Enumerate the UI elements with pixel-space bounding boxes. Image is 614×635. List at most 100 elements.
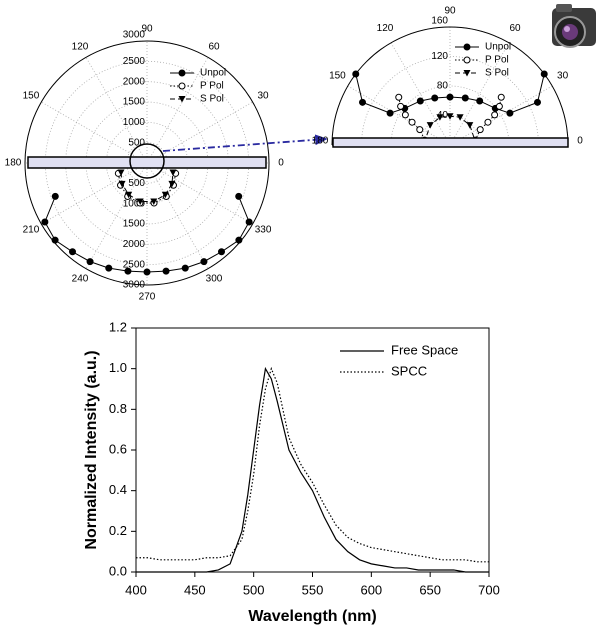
substrate-bar bbox=[27, 156, 267, 169]
r-tick-label: 2500 bbox=[123, 259, 146, 270]
r-tick-label: 2000 bbox=[123, 239, 146, 250]
x-tick-label: 550 bbox=[302, 582, 324, 597]
spoke bbox=[146, 57, 209, 164]
r-tick-label: 1000 bbox=[123, 198, 146, 209]
x-axis-label: Wavelength (nm) bbox=[248, 608, 376, 625]
point bbox=[446, 113, 454, 120]
theta-tick-label: 120 bbox=[377, 23, 394, 34]
theta-tick-label: 330 bbox=[255, 225, 272, 236]
point bbox=[51, 192, 59, 200]
legend-label: Unpol bbox=[485, 42, 511, 53]
spoke bbox=[41, 162, 148, 225]
point bbox=[143, 268, 151, 276]
r-tick-label: 120 bbox=[431, 51, 448, 62]
series-line bbox=[136, 366, 489, 573]
r-tick-label: 3000 bbox=[123, 280, 146, 291]
y-tick-label: 0.6 bbox=[109, 441, 127, 456]
point bbox=[235, 192, 243, 200]
theta-tick-label: 90 bbox=[444, 6, 456, 17]
point bbox=[124, 267, 132, 275]
x-tick-label: 450 bbox=[184, 582, 206, 597]
y-tick-label: 0.4 bbox=[109, 482, 127, 497]
y-axis-label: Normalized Intensity (a.u.) bbox=[83, 350, 100, 549]
spoke bbox=[85, 57, 148, 164]
point bbox=[118, 180, 126, 188]
point bbox=[168, 180, 176, 188]
point bbox=[150, 198, 158, 205]
point bbox=[506, 109, 514, 117]
theta-tick-label: 30 bbox=[557, 71, 569, 82]
zoom-arrow bbox=[162, 134, 328, 152]
x-tick-label: 650 bbox=[419, 582, 441, 597]
spoke bbox=[41, 101, 148, 164]
legend-marker bbox=[178, 69, 186, 77]
legend-label: SPCC bbox=[391, 363, 427, 378]
point bbox=[461, 94, 469, 102]
theta-tick-label: 30 bbox=[257, 91, 269, 102]
point bbox=[533, 98, 541, 106]
point bbox=[436, 114, 444, 121]
point bbox=[169, 169, 177, 176]
point bbox=[416, 97, 424, 105]
r-tick-label: 1500 bbox=[123, 97, 146, 108]
y-tick-label: 1.0 bbox=[109, 360, 127, 375]
r-tick-label: 2500 bbox=[123, 56, 146, 67]
y-tick-label: 0.8 bbox=[109, 401, 127, 416]
legend-marker bbox=[463, 56, 471, 64]
theta-tick-label: 0 bbox=[577, 136, 583, 147]
theta-tick-label: 60 bbox=[509, 23, 521, 34]
y-tick-label: 0.0 bbox=[109, 563, 127, 578]
point bbox=[352, 70, 360, 78]
point bbox=[408, 118, 416, 126]
polar-frame bbox=[331, 26, 569, 146]
spoke bbox=[146, 162, 209, 269]
theta-tick-label: 120 bbox=[72, 42, 89, 53]
theta-tick-label: 150 bbox=[23, 91, 40, 102]
r-tick-label: 3000 bbox=[123, 30, 146, 41]
camera-icon bbox=[552, 4, 596, 48]
point bbox=[495, 102, 503, 110]
r-tick-label: 1000 bbox=[123, 117, 146, 128]
grid-circle bbox=[331, 26, 569, 146]
r-tick-label: 160 bbox=[431, 16, 448, 27]
legend-label: S Pol bbox=[200, 94, 224, 105]
point bbox=[395, 93, 403, 101]
point bbox=[245, 218, 253, 226]
theta-tick-label: 240 bbox=[72, 274, 89, 285]
theta-tick-label: 60 bbox=[208, 42, 220, 53]
legend-marker bbox=[178, 96, 186, 103]
point bbox=[136, 198, 144, 205]
point bbox=[161, 191, 169, 199]
spoke bbox=[146, 101, 253, 164]
point bbox=[386, 109, 394, 117]
series-line bbox=[120, 172, 174, 202]
point bbox=[446, 93, 454, 101]
x-tick-label: 600 bbox=[360, 582, 382, 597]
theta-tick-label: 300 bbox=[206, 274, 223, 285]
point bbox=[359, 98, 367, 106]
point bbox=[117, 169, 125, 176]
point bbox=[181, 264, 189, 272]
theta-tick-label: 210 bbox=[23, 225, 40, 236]
point bbox=[41, 218, 49, 226]
point bbox=[105, 264, 113, 272]
point bbox=[401, 111, 409, 119]
r-tick-label: 2000 bbox=[123, 76, 146, 87]
point bbox=[466, 122, 474, 129]
point bbox=[431, 94, 439, 102]
x-tick-label: 400 bbox=[125, 582, 147, 597]
legend-label: S Pol bbox=[485, 68, 509, 79]
series-line bbox=[44, 196, 250, 273]
point bbox=[456, 114, 464, 121]
series-line bbox=[136, 366, 489, 563]
grid-circle bbox=[361, 56, 539, 146]
legend-label: Free Space bbox=[391, 342, 458, 357]
plot-frame bbox=[135, 327, 490, 573]
point bbox=[162, 267, 170, 275]
theta-tick-label: 90 bbox=[141, 24, 153, 35]
point bbox=[497, 93, 505, 101]
theta-tick-label: 0 bbox=[278, 158, 284, 169]
spoke bbox=[85, 162, 148, 269]
theta-tick-label: 180 bbox=[5, 158, 22, 169]
